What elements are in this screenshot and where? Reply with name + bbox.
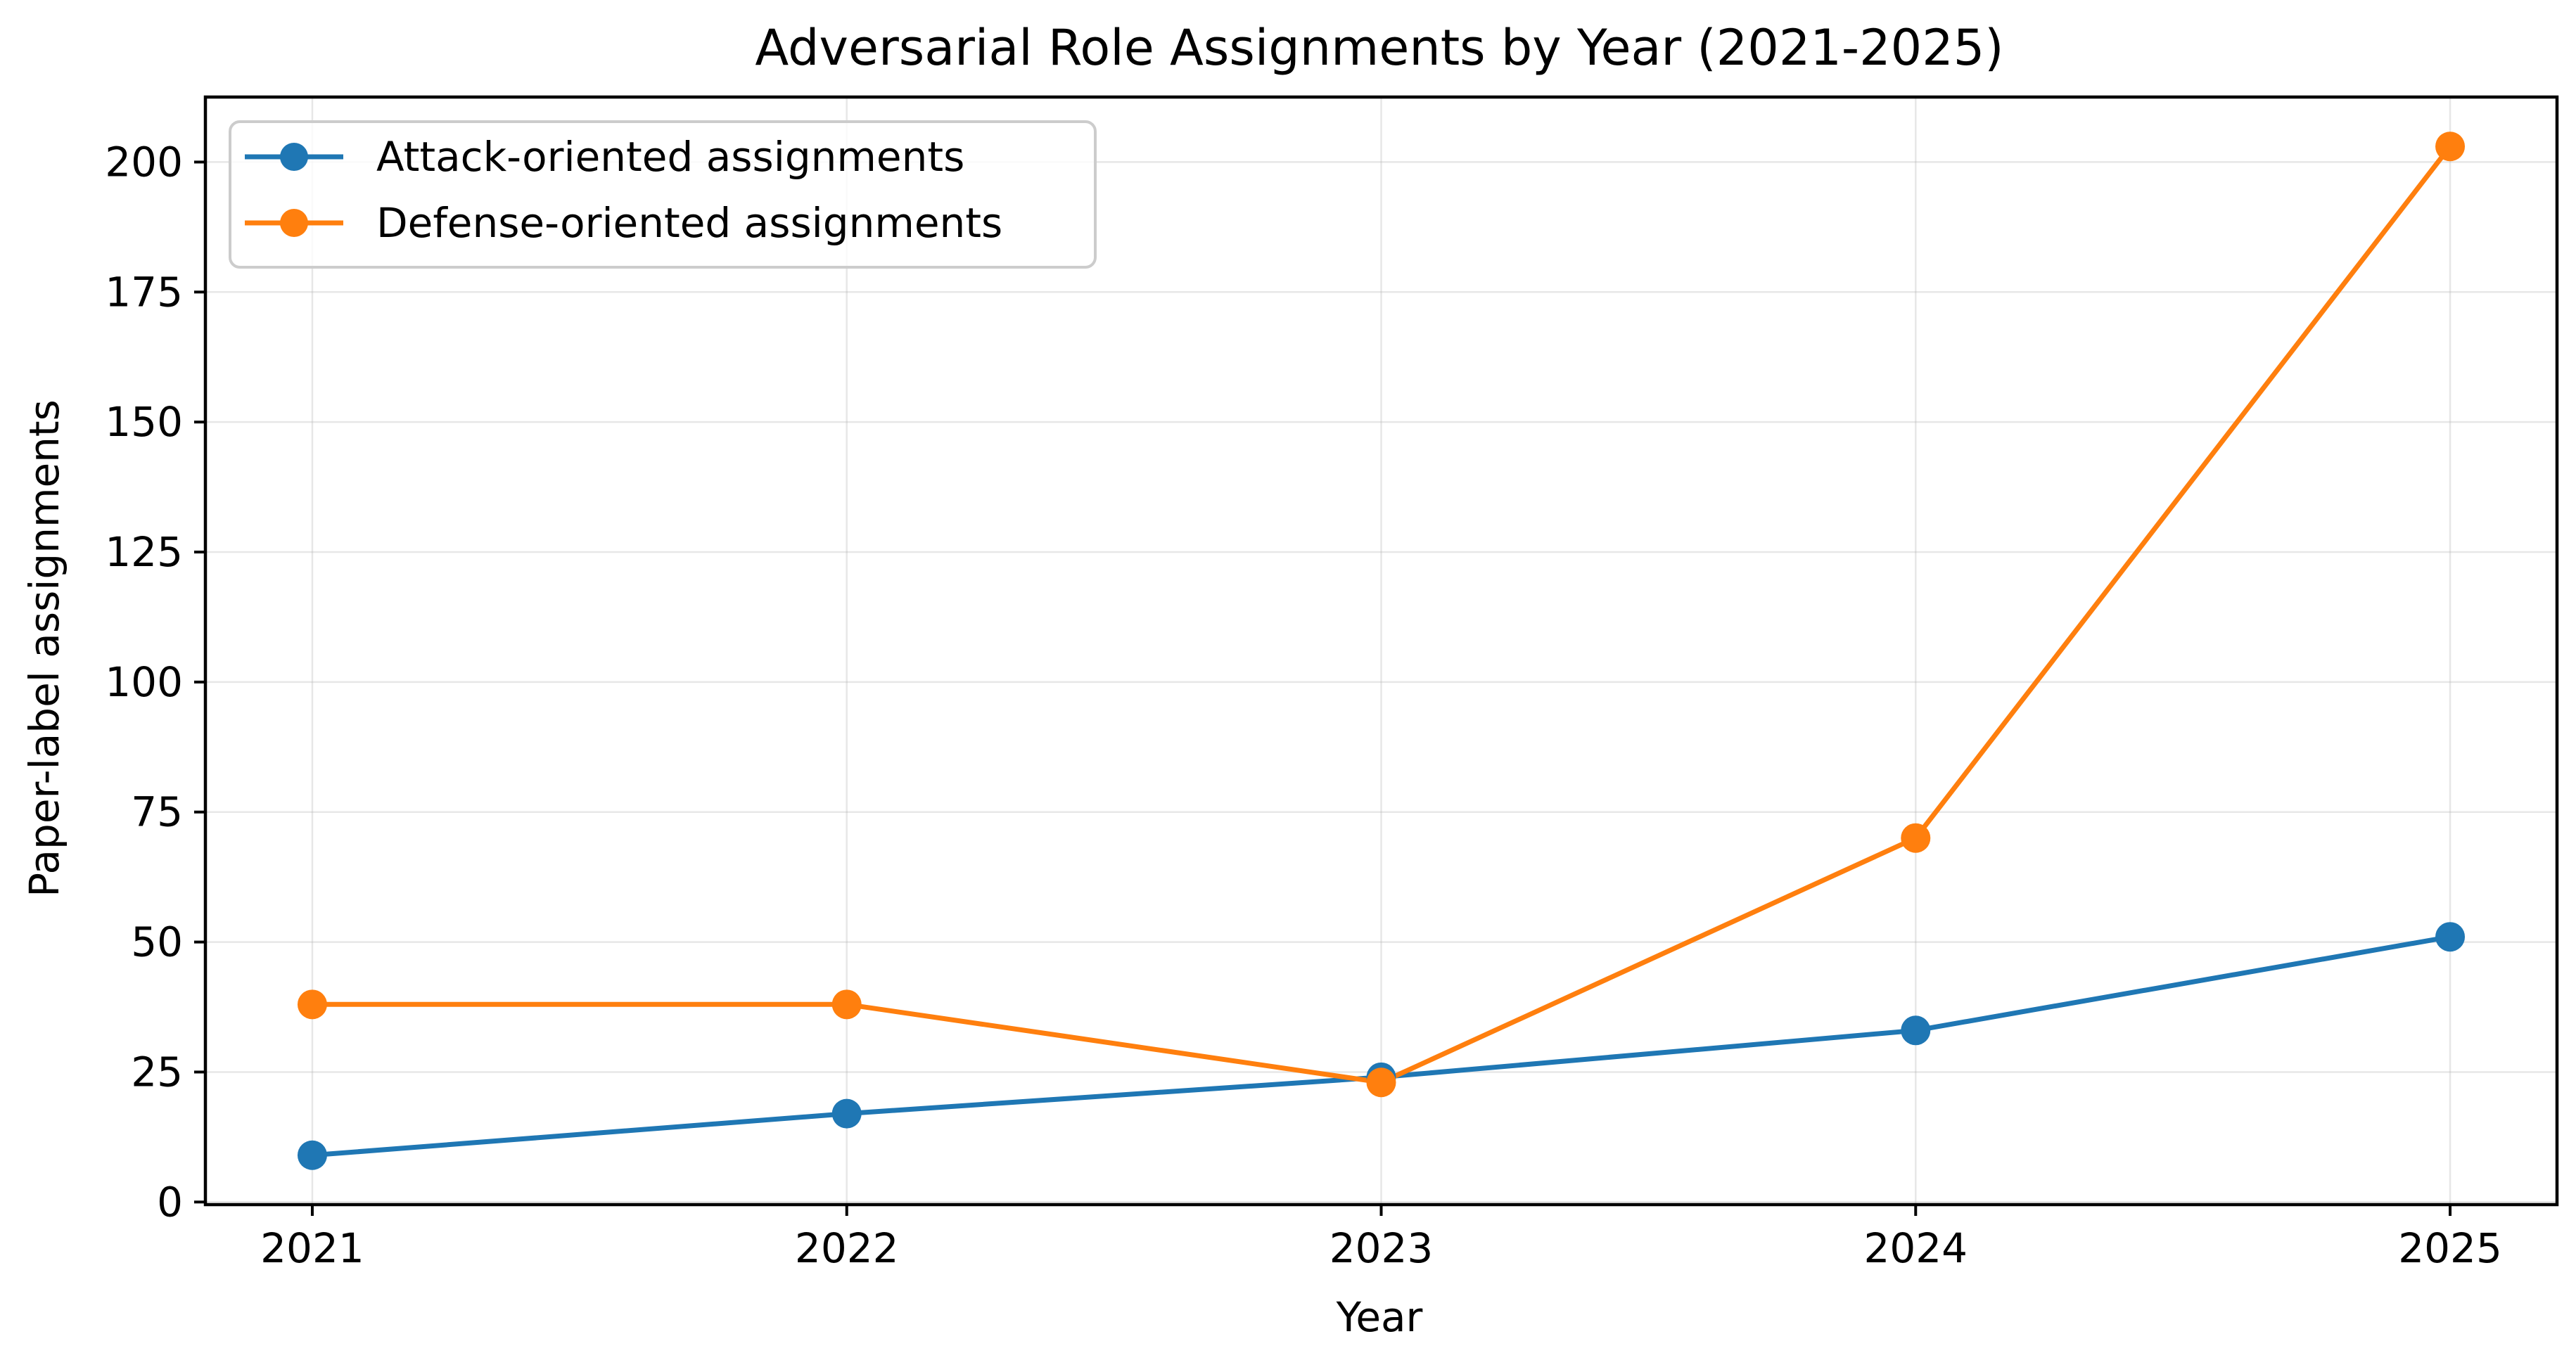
y-tick-label: 200: [105, 138, 183, 186]
data-point-attack: [297, 1140, 327, 1170]
chart-title: Adversarial Role Assignments by Year (20…: [755, 19, 2003, 77]
y-tick-label: 75: [131, 788, 183, 836]
y-tick-label: 150: [105, 398, 183, 446]
x-tick-label: 2021: [260, 1224, 364, 1272]
y-axis-label: Paper-label assignments: [20, 399, 68, 897]
legend-label-attack: Attack-oriented assignments: [376, 133, 964, 181]
data-point-attack: [831, 1098, 862, 1129]
data-point-attack: [2435, 922, 2466, 952]
legend: Attack-oriented assignments Defense-orie…: [229, 120, 1097, 269]
legend-marker-attack: [280, 143, 308, 171]
grid-lines: [205, 97, 2557, 1205]
y-tick-label: 100: [105, 658, 183, 706]
legend-box: [229, 120, 1097, 269]
x-tick-label: 2024: [1863, 1224, 1968, 1272]
x-tick-label: 2023: [1330, 1224, 1434, 1272]
data-point-attack: [1901, 1015, 1931, 1046]
x-axis-label: Year: [1336, 1293, 1423, 1341]
legend-marker-defense: [280, 209, 308, 237]
y-tick-label: 0: [157, 1178, 183, 1226]
data-point-defense: [2435, 132, 2466, 162]
legend-label-defense: Defense-oriented assignments: [376, 199, 1002, 247]
axis-ticks: 2021 2022 2023 2024 2025 0 25 50 75 100 125 150 175 2…: [105, 138, 2502, 1272]
y-tick-label: 125: [105, 528, 183, 576]
y-tick-label: 25: [131, 1048, 183, 1096]
x-tick-label: 2022: [795, 1224, 899, 1272]
data-point-defense: [831, 989, 862, 1020]
x-tick-label: 2025: [2398, 1224, 2502, 1272]
data-point-defense: [297, 989, 327, 1020]
series-group: [297, 132, 2466, 1170]
y-tick-label: 50: [131, 918, 183, 966]
legend-entry-defense: Defense-oriented assignments: [245, 199, 1002, 247]
data-point-defense: [1901, 823, 1931, 853]
legend-entry-attack: Attack-oriented assignments: [245, 133, 964, 181]
data-point-defense: [1366, 1067, 1396, 1098]
y-tick-label: 175: [105, 268, 183, 316]
